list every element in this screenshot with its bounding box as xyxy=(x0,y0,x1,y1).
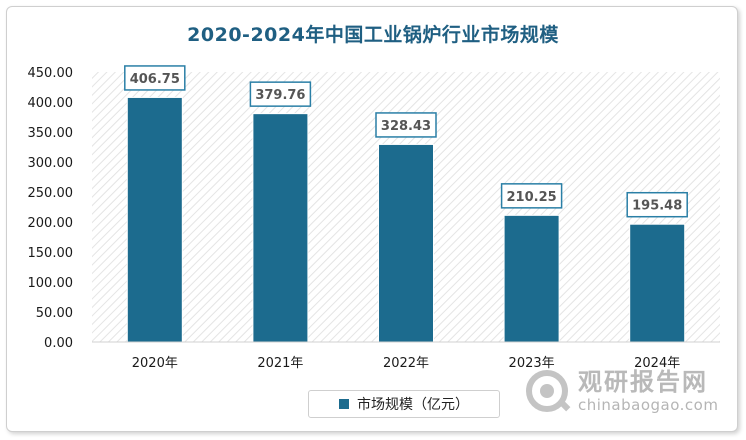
data-label: 195.48 xyxy=(632,199,682,214)
chart-title: 2020-2024年中国工业锅炉行业市场规模 xyxy=(187,24,559,46)
bar xyxy=(630,224,685,342)
bar xyxy=(127,97,182,342)
y-tick-label: 200.00 xyxy=(28,216,74,231)
watermark-logo-icon xyxy=(526,370,571,412)
data-label-box xyxy=(124,65,186,91)
data-label: 328.43 xyxy=(381,119,431,134)
watermark-en: chinabaogao.com xyxy=(578,396,719,414)
bars: 406.75 379.76 328.43 210.25 195.48 xyxy=(124,65,688,342)
y-tick-label: 250.00 xyxy=(28,186,74,201)
x-axis: 2020年 2021年 2022年 2023年 2024年 xyxy=(132,356,680,371)
data-label: 210.25 xyxy=(507,190,557,205)
y-tick-label: 450.00 xyxy=(28,66,74,81)
y-tick-label: 50.00 xyxy=(36,306,73,321)
bar xyxy=(379,144,433,342)
x-tick-label: 2023年 xyxy=(509,356,555,371)
y-tick-label: 300.00 xyxy=(28,156,74,171)
legend-label: 市场规模（亿元） xyxy=(357,397,469,413)
x-tick-label: 2021年 xyxy=(257,356,303,371)
x-tick-label: 2022年 xyxy=(383,356,429,371)
y-tick-label: 0.00 xyxy=(44,336,73,351)
bar xyxy=(253,114,308,342)
y-axis: 0.00 50.00 100.00 150.00 200.00 250.00 300.00 3… xyxy=(28,66,74,351)
data-label-box xyxy=(500,183,563,209)
y-tick-label: 150.00 xyxy=(28,246,74,261)
legend: 市场规模（亿元） xyxy=(308,390,500,418)
data-label-box xyxy=(375,112,437,138)
watermark: 观研报告网 chinabaogao.com xyxy=(518,360,738,420)
data-label: 406.75 xyxy=(130,72,180,87)
data-label: 379.76 xyxy=(255,88,305,103)
x-tick-label: 2024年 xyxy=(634,356,680,371)
x-tick-label: 2020年 xyxy=(132,356,178,371)
y-tick-label: 100.00 xyxy=(28,276,74,291)
y-tick-label: 350.00 xyxy=(28,126,74,141)
data-label-box xyxy=(626,191,688,218)
data-label-box xyxy=(249,81,312,107)
y-tick-label: 400.00 xyxy=(28,96,74,111)
watermark-cn: 观研报告网 xyxy=(578,368,708,396)
bar xyxy=(504,215,559,342)
legend-swatch xyxy=(339,399,349,409)
